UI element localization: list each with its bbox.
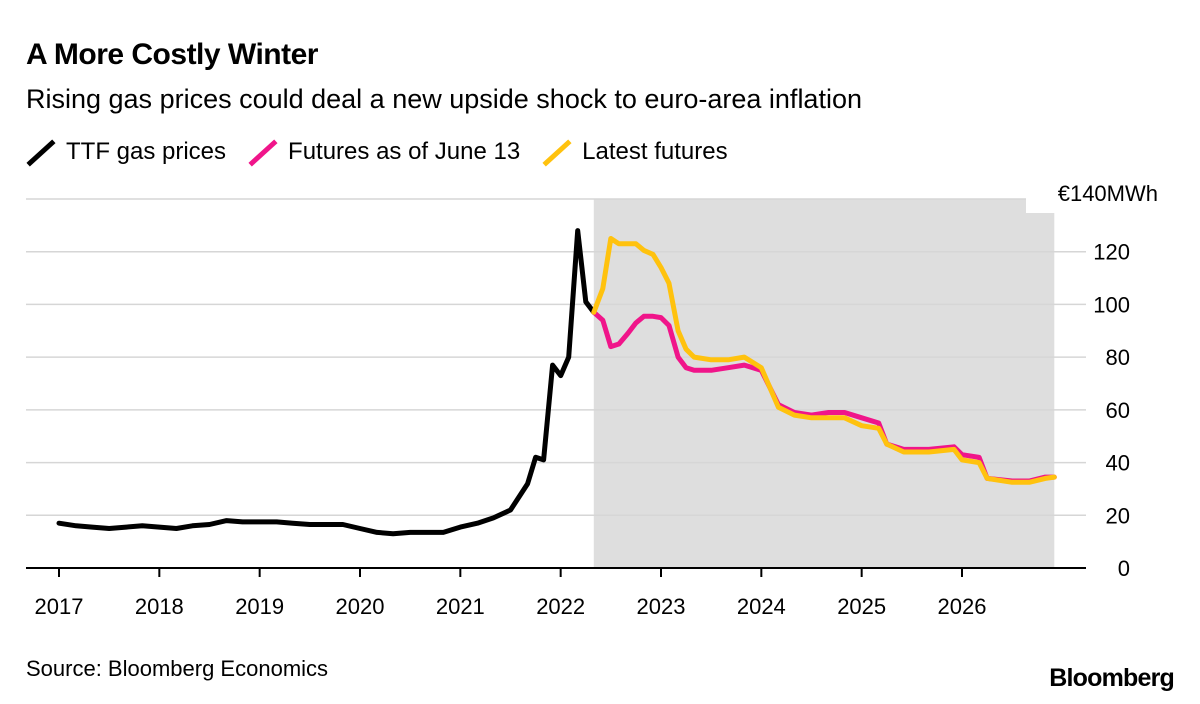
ttf-gas-prices-line bbox=[56, 228, 597, 537]
legend-swatch-ttf bbox=[26, 139, 56, 167]
chart-subtitle: Rising gas prices could deal a new upsid… bbox=[26, 84, 862, 114]
y-tick-label: 20 bbox=[1106, 503, 1130, 528]
x-tick-label: 2021 bbox=[436, 594, 485, 619]
x-tick-label: 2019 bbox=[235, 594, 284, 619]
forecast-shaded-region bbox=[593, 199, 1055, 568]
y-unit-label: €140MWh bbox=[1058, 181, 1158, 206]
y-tick-label: 60 bbox=[1106, 398, 1130, 423]
x-tick-label: 2017 bbox=[35, 594, 84, 619]
x-tick-label: 2020 bbox=[336, 594, 385, 619]
latest-futures-line bbox=[591, 236, 1057, 485]
y-tick-label: 120 bbox=[1093, 240, 1130, 265]
legend-item-june: Futures as of June 13 bbox=[248, 137, 520, 167]
y-tick-label: 40 bbox=[1106, 451, 1130, 476]
source-note: Source: Bloomberg Economics bbox=[26, 656, 329, 681]
bloomberg-logo: Bloomberg bbox=[1049, 664, 1175, 692]
x-tick-label: 2024 bbox=[737, 594, 786, 619]
y-tick-label: 80 bbox=[1106, 345, 1130, 370]
legend-swatch-june bbox=[248, 139, 278, 167]
legend-label-latest: Latest futures bbox=[582, 138, 728, 165]
x-tick-label: 2025 bbox=[837, 594, 886, 619]
y-unit-label-background bbox=[1026, 179, 1162, 213]
legend-item-ttf: TTF gas prices bbox=[26, 137, 226, 167]
x-tick-label: 2018 bbox=[135, 594, 184, 619]
legend-label-june: Futures as of June 13 bbox=[288, 138, 521, 165]
x-tick-label: 2026 bbox=[938, 594, 987, 619]
x-tick-label: 2023 bbox=[637, 594, 686, 619]
x-tick-label: 2022 bbox=[536, 594, 585, 619]
legend: TTF gas prices Futures as of June 13 Lat… bbox=[26, 137, 750, 167]
y-tick-label: 100 bbox=[1093, 292, 1130, 317]
legend-item-latest: Latest futures bbox=[542, 137, 728, 167]
chart-title: A More Costly Winter bbox=[26, 38, 318, 71]
y-tick-label: 0 bbox=[1118, 556, 1130, 581]
legend-label-ttf: TTF gas prices bbox=[66, 138, 227, 165]
legend-swatch-latest bbox=[542, 139, 572, 167]
